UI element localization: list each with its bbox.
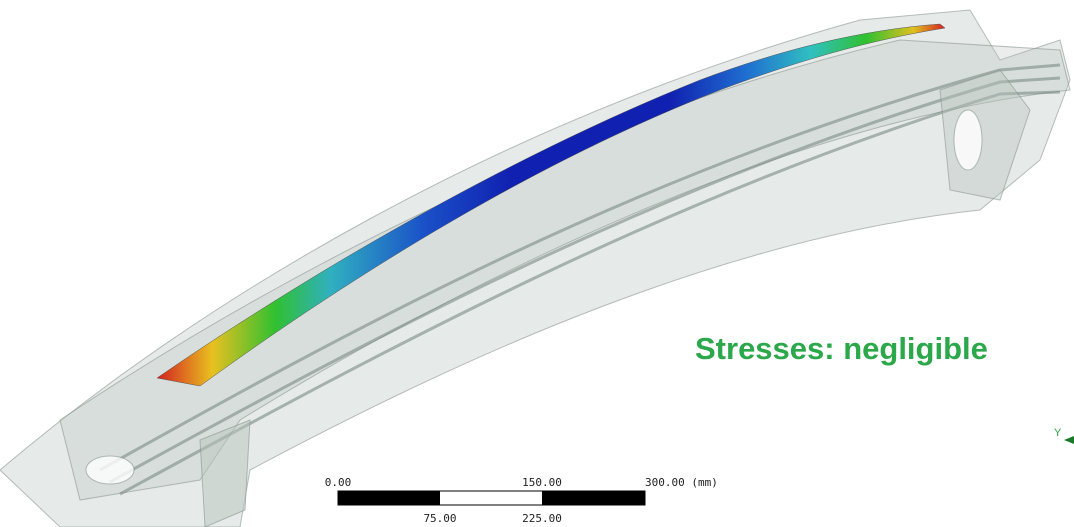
viewport: Stresses: negligible 0.00 150.00 300.00 … bbox=[0, 0, 1074, 527]
scale-label: 225.00 bbox=[522, 512, 562, 525]
model-view: Stresses: negligible 0.00 150.00 300.00 … bbox=[0, 0, 1074, 527]
scale-label: 75.00 bbox=[423, 512, 456, 525]
structure bbox=[0, 10, 1070, 527]
scale-label: 300.00 (mm) bbox=[645, 476, 718, 489]
axis-label: Y bbox=[1054, 427, 1062, 439]
scale-label: 150.00 bbox=[522, 476, 562, 489]
annotation: Stresses: negligible bbox=[695, 331, 988, 366]
scale-bar: 0.00 150.00 300.00 (mm) 75.00 225.00 bbox=[325, 476, 718, 525]
triad: Y bbox=[1054, 427, 1074, 444]
scale-label: 0.00 bbox=[325, 476, 352, 489]
